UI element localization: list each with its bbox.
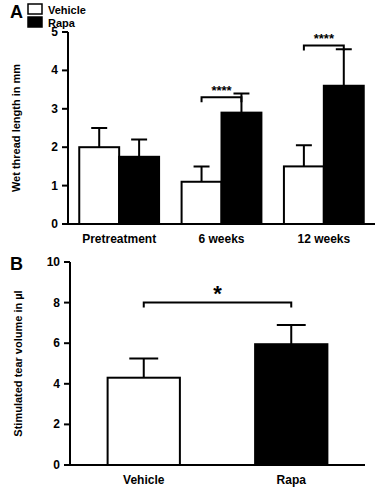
bar	[324, 86, 364, 224]
plot-area	[79, 49, 363, 224]
significance-label: *	[213, 281, 222, 306]
x-tick-label: 12 weeks	[297, 232, 350, 246]
y-tick-label: 0	[53, 458, 60, 472]
x-tick-label: Vehicle	[123, 473, 165, 487]
y-axis-line	[67, 32, 69, 224]
bar	[182, 182, 222, 224]
figure: AWet thread length in mm012345Pretreatme…	[0, 0, 390, 491]
y-tick-label: 4	[53, 377, 60, 391]
y-tick	[64, 342, 70, 344]
bar	[108, 378, 180, 465]
bar	[255, 344, 327, 465]
plot-area	[108, 325, 328, 465]
error-bar	[336, 49, 352, 85]
y-tick	[62, 31, 68, 33]
y-tick-label: 0	[51, 217, 58, 231]
x-axis-line	[70, 464, 365, 466]
error-bar	[129, 358, 158, 377]
y-tick	[62, 146, 68, 148]
y-axis-line	[69, 262, 71, 465]
y-tick-label: 6	[53, 336, 60, 350]
bar	[222, 113, 262, 224]
significance-label: ****	[211, 83, 232, 98]
y-tick	[62, 69, 68, 71]
y-tick-label: 1	[51, 179, 58, 193]
bar	[284, 166, 324, 224]
error-bar	[277, 325, 306, 344]
significance-label: ****	[314, 31, 335, 46]
x-tick-label: Rapa	[277, 473, 307, 487]
bar	[79, 147, 119, 224]
legend-label: Vehicle	[48, 4, 86, 16]
y-tick-label: 3	[51, 102, 58, 116]
y-tick	[64, 383, 70, 385]
legend-label: Rapa	[48, 17, 76, 29]
x-tick-label: Pretreatment	[82, 232, 156, 246]
y-tick	[64, 261, 70, 263]
error-bar	[131, 140, 147, 157]
y-tick	[62, 223, 68, 225]
y-tick	[64, 302, 70, 304]
panel-label: A	[10, 2, 23, 22]
y-tick	[64, 464, 70, 466]
y-axis-label: Wet thread length in mm	[10, 64, 22, 192]
y-tick	[64, 423, 70, 425]
error-bar	[296, 145, 312, 166]
y-tick-label: 10	[47, 255, 61, 269]
y-tick	[62, 108, 68, 110]
legend-swatch	[28, 4, 42, 14]
y-tick	[62, 185, 68, 187]
y-tick-label: 4	[51, 63, 58, 77]
error-bar	[91, 128, 107, 147]
bar	[119, 157, 159, 224]
y-tick-label: 2	[51, 140, 58, 154]
x-axis-line	[68, 223, 375, 225]
y-tick-label: 2	[53, 417, 60, 431]
error-bar	[194, 166, 210, 181]
y-tick-label: 8	[53, 296, 60, 310]
panel-label: B	[10, 254, 23, 274]
y-axis-label: Stimulated tear volume in µl	[12, 290, 24, 436]
x-tick-label: 6 weeks	[198, 232, 244, 246]
legend-swatch	[28, 17, 42, 27]
